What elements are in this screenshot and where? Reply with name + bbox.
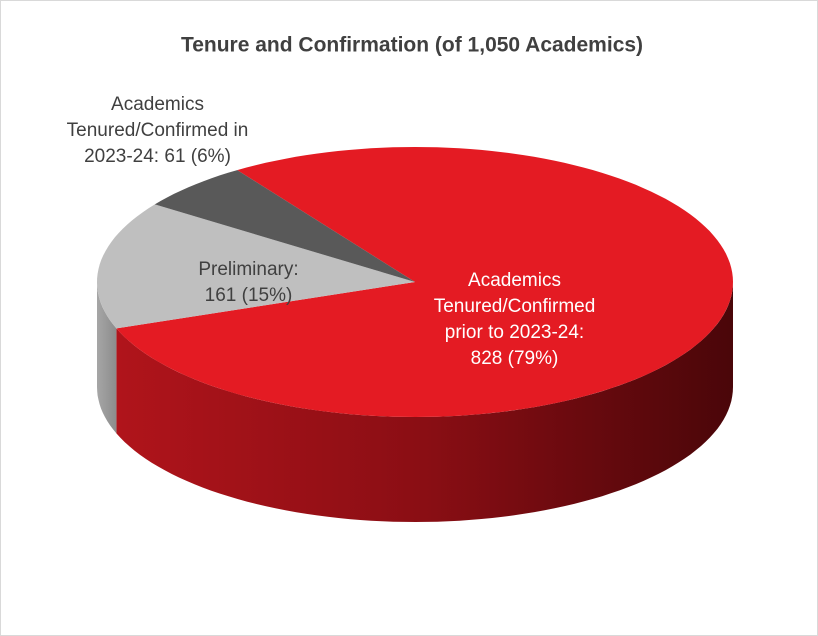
label-category: Preliminary: — [198, 259, 299, 280]
slice — [116, 147, 733, 417]
label-value: 161 (15%) — [204, 285, 293, 306]
slice-label: Preliminary: 161 (15%) — [156, 257, 341, 309]
slice-side — [116, 282, 733, 522]
slice-label: Academics Tenured/Confirmed in 2023-24: … — [65, 92, 250, 170]
slice — [97, 204, 415, 329]
label-value: 61 (6%) — [164, 146, 231, 167]
label-category: Academics Tenured/Confirmed prior to 202… — [433, 270, 596, 343]
pie — [97, 147, 733, 522]
label-category: Academics Tenured/Confirmed in 2023-24: — [66, 94, 249, 167]
slice — [154, 170, 416, 282]
chart-title: Tenure and Confirmation (of 1,050 Academ… — [181, 34, 643, 57]
slice-side — [97, 282, 117, 434]
label-value: 828 (79%) — [470, 348, 559, 369]
slice-label: Academics Tenured/Confirmed prior to 202… — [422, 268, 607, 372]
